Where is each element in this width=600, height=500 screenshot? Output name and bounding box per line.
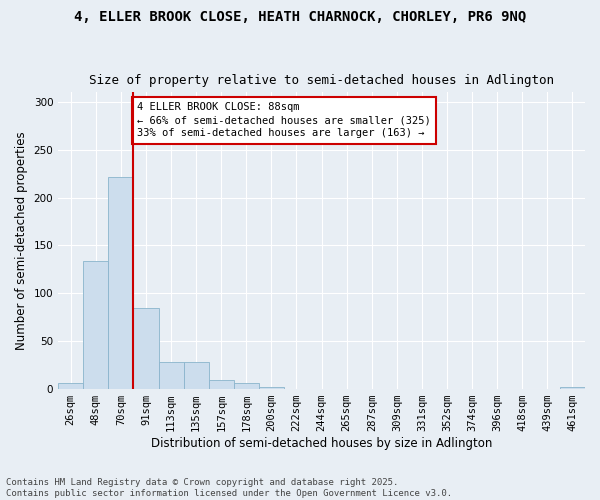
Text: 4 ELLER BROOK CLOSE: 88sqm
← 66% of semi-detached houses are smaller (325)
33% o: 4 ELLER BROOK CLOSE: 88sqm ← 66% of semi… (137, 102, 431, 139)
Text: 4, ELLER BROOK CLOSE, HEATH CHARNOCK, CHORLEY, PR6 9NQ: 4, ELLER BROOK CLOSE, HEATH CHARNOCK, CH… (74, 10, 526, 24)
Bar (184, 362, 209, 389)
Bar (560, 387, 585, 389)
Bar (158, 362, 184, 389)
Bar (58, 384, 83, 389)
Title: Size of property relative to semi-detached houses in Adlington: Size of property relative to semi-detach… (89, 74, 554, 87)
Bar (209, 380, 234, 389)
X-axis label: Distribution of semi-detached houses by size in Adlington: Distribution of semi-detached houses by … (151, 437, 492, 450)
Bar (234, 384, 259, 389)
Bar (109, 176, 133, 389)
Y-axis label: Number of semi-detached properties: Number of semi-detached properties (15, 132, 28, 350)
Bar (133, 308, 158, 389)
Text: Contains HM Land Registry data © Crown copyright and database right 2025.
Contai: Contains HM Land Registry data © Crown c… (6, 478, 452, 498)
Bar (259, 387, 284, 389)
Bar (83, 261, 109, 389)
